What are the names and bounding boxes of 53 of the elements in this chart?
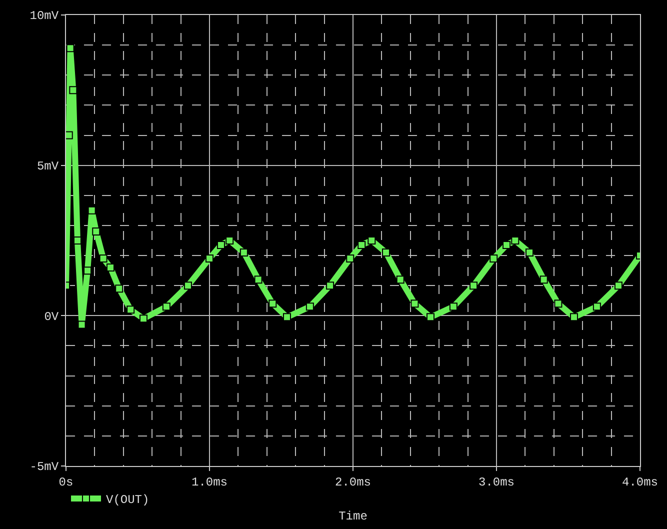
point <box>382 248 390 257</box>
point <box>396 276 404 284</box>
x-tick-label: 1.0ms <box>191 475 228 490</box>
point <box>73 236 82 244</box>
point <box>346 254 354 263</box>
x-tick-label: 0s <box>58 475 74 490</box>
point <box>540 276 548 284</box>
point <box>282 313 291 322</box>
point <box>115 284 124 293</box>
point <box>162 302 170 311</box>
point <box>570 313 578 322</box>
point <box>490 254 498 263</box>
point <box>368 236 376 244</box>
y-tick-label: 0V <box>44 310 60 324</box>
point <box>326 282 334 290</box>
y-tick-label: 10mV <box>30 9 60 24</box>
point <box>226 236 234 244</box>
point <box>592 302 601 311</box>
point <box>614 282 622 290</box>
point <box>92 227 100 236</box>
x-axis-title: Time <box>338 509 368 524</box>
point <box>268 300 277 308</box>
point <box>66 131 73 140</box>
point <box>306 302 314 311</box>
y-tick-label: -5mV <box>30 460 60 474</box>
point <box>126 306 135 314</box>
point <box>66 44 74 52</box>
point <box>470 282 478 290</box>
point <box>554 300 562 308</box>
point <box>88 206 96 214</box>
point <box>511 236 520 244</box>
point <box>410 300 419 308</box>
point <box>254 276 262 284</box>
y-tick-label: 5mV <box>36 160 60 174</box>
point <box>426 313 434 322</box>
point <box>206 254 214 263</box>
point <box>184 282 192 290</box>
point <box>84 266 92 275</box>
x-tick-label: 2.0ms <box>334 475 372 490</box>
point <box>449 302 458 311</box>
point <box>526 248 534 257</box>
point <box>502 241 511 250</box>
x-tick-label: 3.0ms <box>478 475 515 490</box>
point <box>240 248 248 257</box>
point <box>358 241 366 250</box>
point <box>106 264 114 272</box>
point <box>216 241 225 250</box>
point <box>139 314 148 323</box>
point <box>99 254 108 263</box>
x-tick-label: 4.0ms <box>622 475 658 490</box>
point <box>78 320 86 329</box>
legend-label: V(OUT) <box>106 493 150 508</box>
point <box>69 86 78 94</box>
